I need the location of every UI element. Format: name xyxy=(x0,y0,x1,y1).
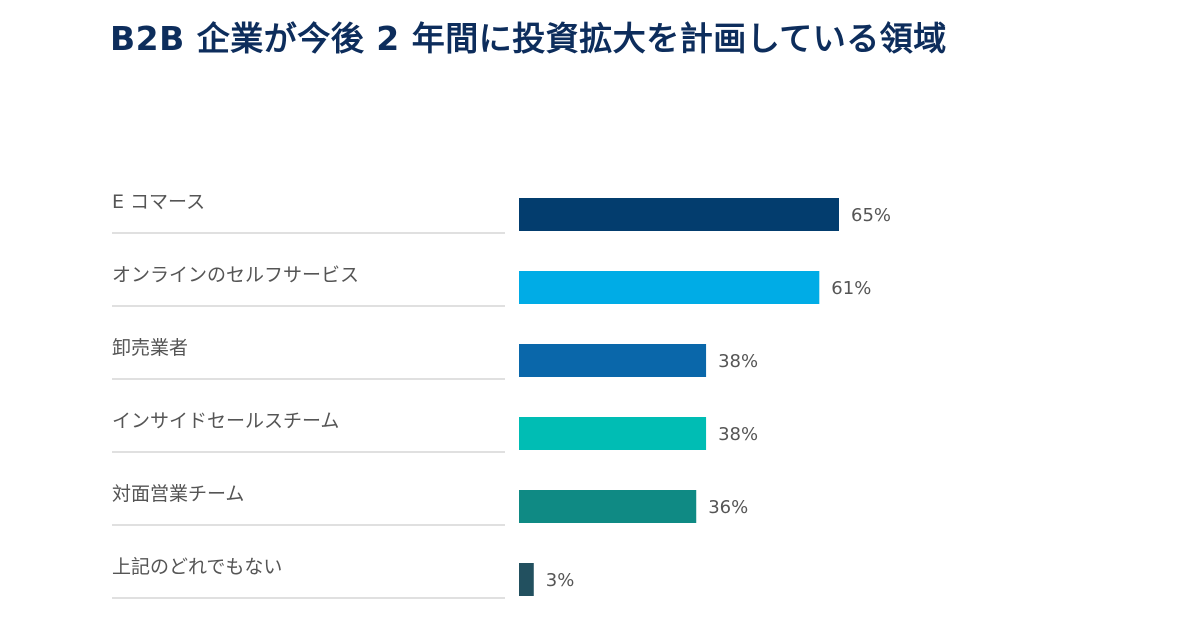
category-label: 卸売業者 xyxy=(112,337,188,359)
bar xyxy=(519,344,707,377)
value-label: 38% xyxy=(718,351,758,372)
value-label: 61% xyxy=(831,278,871,299)
bar xyxy=(519,271,820,304)
bar xyxy=(519,490,697,523)
bar xyxy=(519,563,534,596)
value-label: 36% xyxy=(708,497,748,518)
bar xyxy=(519,198,839,231)
category-label: インサイドセールスチーム xyxy=(112,410,339,432)
chart-title: B2B 企業が今後 2 年間に投資拡大を計画している領域 xyxy=(110,19,947,58)
category-label: E コマース xyxy=(112,191,205,213)
value-label: 65% xyxy=(851,205,891,226)
category-label: 上記のどれでもない xyxy=(112,556,282,578)
value-label: 3% xyxy=(546,570,575,591)
value-label: 38% xyxy=(718,424,758,445)
category-label: オンラインのセルフサービス xyxy=(112,264,359,286)
category-label: 対面営業チーム xyxy=(112,483,244,505)
bar xyxy=(519,417,707,450)
